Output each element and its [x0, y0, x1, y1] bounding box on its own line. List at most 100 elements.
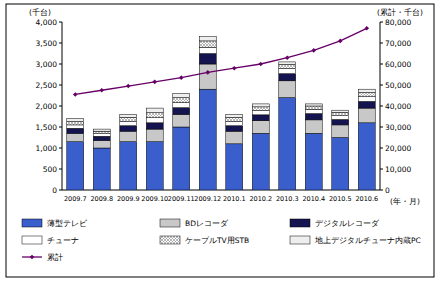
y2-tick-label: 50,000: [385, 81, 411, 90]
bar-segment: [358, 123, 375, 190]
y2-tick: [380, 190, 383, 191]
legend-label: 薄型テレビ: [47, 219, 88, 228]
x-tick-label: 2010.3: [276, 195, 299, 203]
y2-tick-label: 20,000: [385, 144, 411, 153]
bar-segment: [252, 115, 269, 121]
bar-segment: [305, 104, 322, 106]
bar-segment: [146, 123, 163, 129]
bar-segment: [226, 131, 243, 144]
y2-tick: [380, 148, 383, 149]
y-tick-label: 1,000: [36, 144, 58, 153]
bar-segment: [305, 133, 322, 190]
bar-segment: [305, 106, 322, 109]
bar-segment: [332, 112, 349, 115]
bar-segment: [279, 62, 296, 65]
legend-label: 累計: [47, 253, 63, 262]
bar-segment: [226, 126, 243, 131]
line-marker: [179, 75, 184, 80]
bar-segment: [173, 98, 190, 103]
legend-label: デジタルレコーダ: [315, 219, 380, 228]
line-marker: [73, 92, 78, 97]
y-tick: [59, 22, 62, 23]
bar-segment: [146, 118, 163, 123]
y-tick: [59, 64, 62, 65]
y2-tick: [380, 43, 383, 44]
legend-label: ケーブルTV用STB: [185, 236, 249, 245]
line-marker: [126, 84, 131, 89]
bar-segment: [93, 148, 110, 190]
y2-tick-label: 40,000: [385, 102, 411, 111]
y2-axis-label: (累計・千台): [377, 8, 423, 17]
x-tick-label: 2009.10: [141, 195, 168, 203]
y2-tick-label: 0: [385, 186, 390, 195]
bar-segment: [358, 89, 375, 92]
bar-segment: [67, 125, 84, 128]
y-tick: [59, 148, 62, 149]
y-tick-label: 3,000: [36, 60, 58, 69]
bar-segment: [279, 74, 296, 81]
bar-segment: [67, 128, 84, 133]
bar-segment: [226, 144, 243, 190]
bar-segment: [332, 125, 349, 138]
line-marker: [338, 39, 343, 44]
bar-segment: [305, 114, 322, 120]
bar-segment: [146, 142, 163, 190]
bar-segment: [199, 47, 216, 53]
line-marker: [364, 26, 369, 31]
bar-segment: [67, 133, 84, 141]
bar-segment: [120, 126, 137, 131]
y-tick-label: 2,500: [36, 81, 58, 90]
line-marker: [258, 62, 263, 67]
legend-swatch: [160, 219, 180, 227]
chart-frame: [6, 4, 434, 277]
bar-segment: [332, 138, 349, 191]
y2-tick: [380, 169, 383, 170]
bar-segment: [67, 142, 84, 190]
bar-segment: [252, 111, 269, 115]
y2-tick: [380, 106, 383, 107]
y2-tick-label: 70,000: [385, 39, 411, 48]
bar-segment: [199, 64, 216, 89]
bar-segment: [279, 64, 296, 68]
y-axis-label: (千台): [29, 8, 51, 17]
bar-segment: [226, 114, 243, 117]
legend-swatch: [30, 255, 35, 260]
bar-segment: [67, 119, 84, 122]
x-tick-label: 2010.5: [329, 195, 352, 203]
chart: 05001,0001,5002,0002,5003,0003,5004,0000…: [0, 0, 440, 282]
y2-tick: [380, 64, 383, 65]
legend-label: BDレコーダ: [185, 219, 229, 228]
x-tick-label: 2009.8: [90, 195, 113, 203]
bar-segment: [332, 116, 349, 120]
x-axis-label: (年・月): [390, 197, 420, 206]
y2-tick: [380, 127, 383, 128]
y-tick-label: 500: [43, 165, 58, 174]
bar-segment: [146, 113, 163, 118]
y-tick-label: 0: [52, 186, 57, 195]
bar-segment: [120, 114, 137, 117]
line: [75, 28, 367, 94]
y-tick: [59, 190, 62, 191]
y-tick: [59, 106, 62, 107]
bar-segment: [67, 122, 84, 125]
bar-segment: [93, 136, 110, 140]
bar-segment: [93, 129, 110, 131]
bar-segment: [173, 103, 190, 108]
bar-segment: [279, 98, 296, 190]
bar-segment: [146, 129, 163, 142]
bar-segment: [146, 108, 163, 113]
legend-swatch: [290, 236, 310, 244]
legend-swatch: [22, 236, 42, 244]
bar-segment: [226, 122, 243, 126]
line-marker: [99, 88, 104, 93]
bar-segment: [173, 114, 190, 127]
legend-swatch: [160, 236, 180, 244]
bar-segment: [199, 54, 216, 65]
y-tick: [59, 85, 62, 86]
bar-segment: [93, 131, 110, 134]
line-marker: [285, 55, 290, 60]
x-tick-label: 2009.11: [168, 195, 195, 203]
x-tick-label: 2010.1: [223, 195, 246, 203]
y-tick: [59, 127, 62, 128]
legend-swatch: [22, 219, 42, 227]
